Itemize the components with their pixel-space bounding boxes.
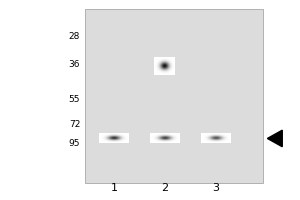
Bar xyxy=(85,9,263,183)
Text: 36: 36 xyxy=(69,60,80,69)
Text: 1: 1 xyxy=(111,183,118,193)
Text: 2: 2 xyxy=(161,183,168,193)
Text: 72: 72 xyxy=(69,120,80,129)
Polygon shape xyxy=(267,130,282,147)
Text: 3: 3 xyxy=(212,183,219,193)
Text: 55: 55 xyxy=(69,96,80,104)
Text: 28: 28 xyxy=(69,32,80,41)
Text: 95: 95 xyxy=(69,139,80,148)
